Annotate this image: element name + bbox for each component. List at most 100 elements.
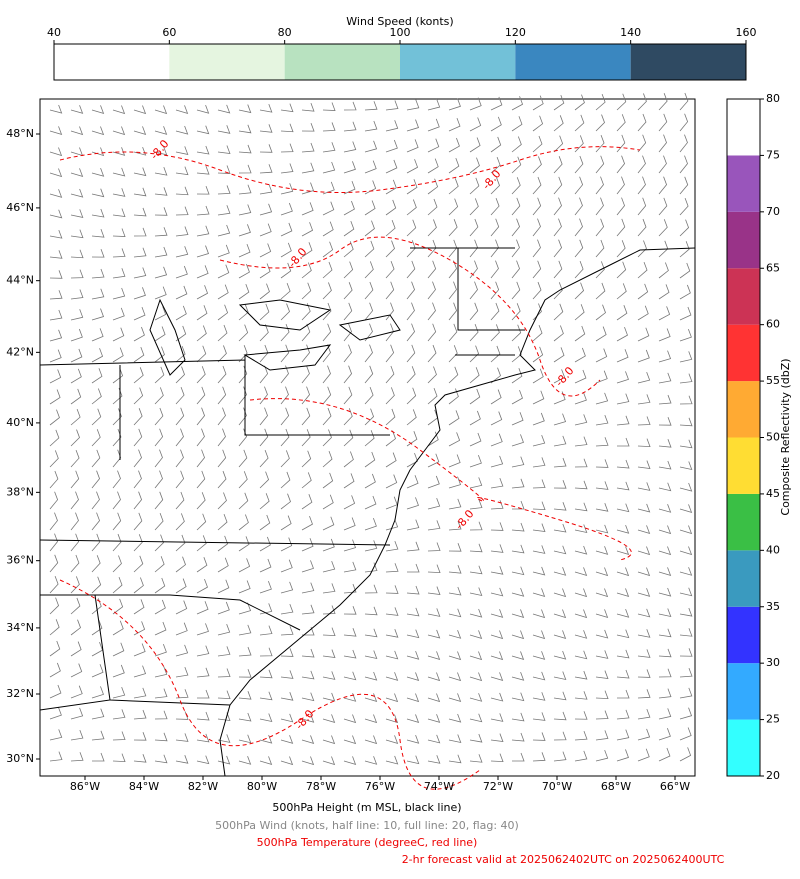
wind-barb <box>322 516 335 531</box>
wind-barb <box>385 650 399 660</box>
wind-barb <box>259 647 273 657</box>
wind-barb <box>385 629 399 638</box>
wind-barb <box>70 348 83 363</box>
wind-barb <box>175 246 189 258</box>
wind-barb <box>91 268 105 279</box>
wind-barb <box>658 306 671 321</box>
colorbar-segment <box>727 437 760 494</box>
wind-barb <box>637 649 651 658</box>
wind-barb <box>133 105 147 115</box>
wind-barb <box>196 689 210 699</box>
wind-barb <box>133 577 144 594</box>
wind-barb <box>259 514 271 531</box>
wind-barb <box>259 283 270 300</box>
wind-barb <box>112 428 122 447</box>
wind-barb <box>595 261 605 279</box>
tick-label: 70 <box>766 205 780 218</box>
wind-barb <box>637 460 651 470</box>
wind-barb <box>553 413 567 426</box>
wind-barb <box>427 198 438 216</box>
wind-barb <box>658 567 672 577</box>
wind-barb <box>406 119 420 132</box>
wind-barb <box>574 730 588 741</box>
wind-barb <box>112 686 126 699</box>
wind-barb <box>91 429 101 447</box>
wind-barb <box>49 662 61 678</box>
wind-barb <box>322 649 336 659</box>
wind-barb <box>49 409 60 426</box>
wind-barb <box>469 543 483 553</box>
wind-barb <box>301 626 315 636</box>
wind-barb <box>238 712 252 722</box>
great-lakes <box>149 298 401 376</box>
wind-barb <box>259 669 273 679</box>
temperature-contour <box>59 146 641 193</box>
wind-barb <box>49 729 63 741</box>
wind-barb <box>238 244 251 258</box>
wind-barb <box>175 689 189 699</box>
wind-barb <box>280 756 294 766</box>
wind-barb <box>301 692 315 702</box>
wind-barb <box>553 523 567 533</box>
wind-barb <box>553 369 566 384</box>
wind-barb <box>280 242 292 258</box>
wind-barb <box>259 386 268 405</box>
wind-barb <box>91 686 104 699</box>
wind-barb <box>490 96 503 111</box>
wind-barb <box>91 576 102 594</box>
wind-barb <box>217 324 228 342</box>
wind-barb <box>679 504 693 514</box>
wind-barb <box>511 96 524 111</box>
wind-barb <box>532 303 542 321</box>
wind-barb <box>301 323 311 342</box>
wind-barb <box>616 689 630 699</box>
wind-barb <box>553 751 567 762</box>
wind-barb <box>280 648 294 657</box>
wind-barb <box>280 303 290 321</box>
wind-barb <box>112 307 125 321</box>
colorbar-segment <box>727 663 760 720</box>
wind-barb <box>238 646 252 657</box>
wind-barb <box>406 693 420 703</box>
wind-barb <box>637 349 650 363</box>
wind-barb <box>343 473 355 489</box>
wind-barb <box>595 588 609 598</box>
wind-barb <box>49 147 63 157</box>
wind-barb <box>637 567 651 577</box>
wind-barb <box>616 197 625 216</box>
wind-barb <box>217 579 230 594</box>
wind-barb <box>616 305 628 321</box>
wind-barb <box>259 756 273 766</box>
wind-barb <box>322 429 332 447</box>
wind-barb <box>364 473 376 489</box>
wind-barb <box>133 307 146 321</box>
wind-barb <box>70 576 80 594</box>
wind-barb <box>364 302 374 321</box>
wind-barb <box>553 609 567 619</box>
wind-barb <box>70 554 80 573</box>
wind-barb <box>154 187 168 196</box>
wind-barb <box>679 439 693 449</box>
wind-barb <box>175 206 189 216</box>
wind-barb <box>427 564 441 574</box>
tick-label: 65 <box>766 261 780 274</box>
wind-barb <box>280 603 294 615</box>
wind-barb <box>112 491 121 510</box>
wind-barb <box>469 323 479 342</box>
wind-barb <box>574 239 584 258</box>
wind-barb <box>343 671 357 681</box>
wind-barb <box>322 386 332 405</box>
wind-barb <box>343 517 356 531</box>
wind-barb <box>217 185 231 195</box>
wind-barb <box>511 712 525 722</box>
wind-barb <box>217 734 231 743</box>
wind-barb <box>322 735 336 745</box>
wind-barb <box>616 134 626 153</box>
wind-barb <box>49 250 63 259</box>
wind-barb <box>637 669 651 678</box>
wind-barb <box>679 687 693 699</box>
wind-barb <box>154 286 167 300</box>
wind-barb <box>553 457 567 468</box>
wind-barb <box>490 433 503 447</box>
